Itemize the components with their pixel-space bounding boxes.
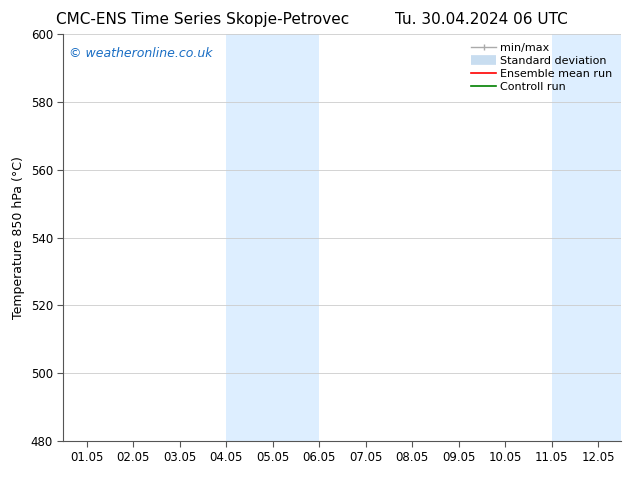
Bar — [552, 34, 634, 441]
Text: CMC-ENS Time Series Skopje-Petrovec: CMC-ENS Time Series Skopje-Petrovec — [56, 12, 349, 27]
Y-axis label: Temperature 850 hPa (°C): Temperature 850 hPa (°C) — [12, 156, 25, 319]
Text: © weatheronline.co.uk: © weatheronline.co.uk — [69, 47, 212, 59]
Bar — [226, 34, 319, 441]
Legend: min/max, Standard deviation, Ensemble mean run, Controll run: min/max, Standard deviation, Ensemble me… — [468, 40, 616, 95]
Text: Tu. 30.04.2024 06 UTC: Tu. 30.04.2024 06 UTC — [396, 12, 568, 27]
